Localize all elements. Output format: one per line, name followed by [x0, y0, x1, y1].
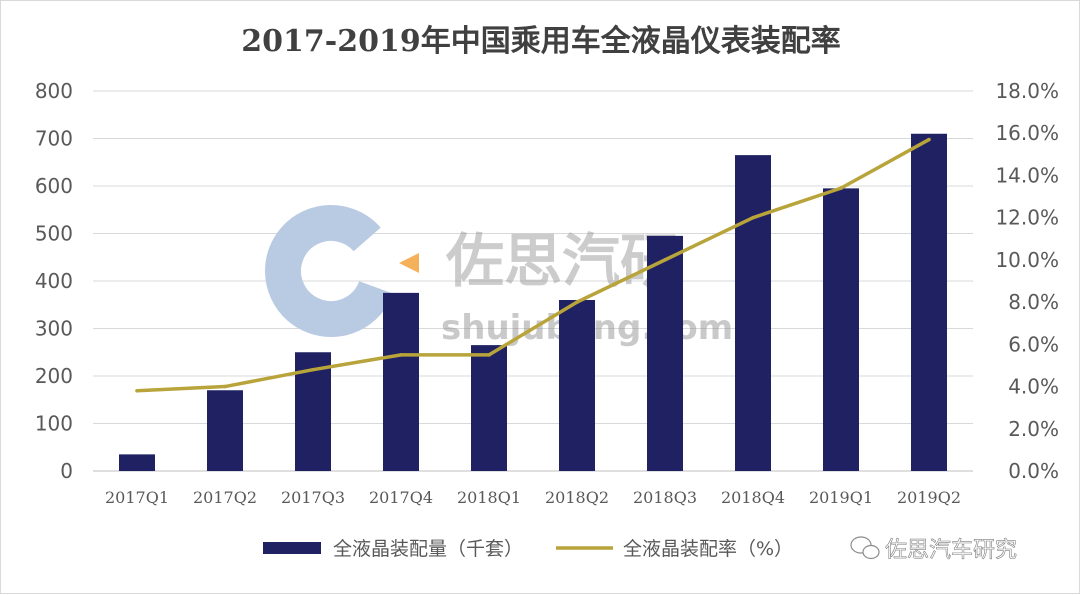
- line-point: [575, 300, 579, 304]
- line-point: [223, 384, 227, 389]
- line-point: [487, 353, 491, 357]
- chart-title: 2017-2019年中国乘用车全液晶仪表装配率: [241, 24, 840, 59]
- bar: [119, 454, 155, 471]
- wechat-icon: [850, 536, 880, 560]
- legend-bar-swatch: [263, 542, 321, 554]
- x-tick-label: 2017Q4: [369, 488, 433, 507]
- legend-line-label: 全液晶装配率（%）: [623, 538, 793, 560]
- watermark: 佐思汽研 shujubang.com: [265, 205, 733, 348]
- x-tick-label: 2019Q1: [809, 488, 873, 507]
- right-tick-label: 10.0%: [995, 248, 1059, 272]
- left-tick-label: 0: [60, 459, 73, 483]
- bar-series: [119, 133, 947, 471]
- right-tick-label: 8.0%: [1008, 290, 1059, 314]
- left-tick-label: 600: [35, 174, 73, 198]
- bar: [823, 188, 859, 471]
- watermark-logo-accent: [399, 253, 419, 273]
- x-tick-label: 2017Q3: [281, 488, 345, 507]
- line-point: [663, 258, 667, 262]
- right-tick-label: 2.0%: [1008, 417, 1059, 441]
- legend-bar-label: 全液晶装配量（千套）: [333, 538, 523, 560]
- x-tick-label: 2017Q1: [105, 488, 169, 507]
- brand-text: 佐思汽车研究: [885, 538, 1017, 563]
- legend: 全液晶装配量（千套） 全液晶装配率（%）: [263, 538, 793, 560]
- x-tick-label: 2019Q2: [897, 488, 961, 507]
- line-point: [311, 367, 315, 372]
- right-tick-label: 6.0%: [1008, 332, 1059, 356]
- left-axis-ticks: 0 100 200 300 400 500 600 700 800: [35, 79, 73, 483]
- x-tick-label: 2018Q4: [721, 488, 785, 507]
- bar: [471, 345, 507, 471]
- left-tick-label: 100: [35, 412, 73, 436]
- left-tick-label: 800: [35, 79, 73, 103]
- line-point: [135, 388, 139, 393]
- line-point: [751, 215, 755, 220]
- bar: [735, 155, 771, 471]
- x-tick-label: 2017Q2: [193, 488, 257, 507]
- left-tick-label: 500: [35, 222, 73, 246]
- line-series: [135, 137, 931, 393]
- bar: [911, 133, 947, 471]
- line-point: [839, 186, 843, 190]
- watermark-logo: [265, 205, 419, 337]
- right-tick-label: 12.0%: [995, 206, 1059, 230]
- rate-line: [136, 138, 930, 393]
- right-tick-label: 14.0%: [995, 163, 1059, 187]
- line-point: [399, 353, 403, 357]
- left-tick-label: 200: [35, 364, 73, 388]
- x-tick-label: 2018Q2: [545, 488, 609, 507]
- bar: [647, 235, 683, 471]
- watermark-logo-ring: [265, 205, 397, 337]
- left-tick-label: 400: [35, 269, 73, 293]
- right-tick-label: 0.0%: [1008, 459, 1059, 483]
- x-tick-label: 2018Q1: [457, 488, 521, 507]
- left-tick-label: 300: [35, 317, 73, 341]
- x-axis-ticks: 2017Q1 2017Q2 2017Q3 2017Q4 2018Q1 2018Q2 2018…: [105, 488, 961, 507]
- brand: 佐思汽车研究: [850, 536, 1017, 563]
- right-tick-label: 18.0%: [995, 79, 1059, 103]
- right-tick-label: 16.0%: [995, 121, 1059, 145]
- bar: [559, 300, 595, 471]
- x-tick-label: 2018Q3: [633, 488, 697, 507]
- right-axis-ticks: 0.0% 2.0% 4.0% 6.0% 8.0% 10.0% 12.0% 14.0% 16.0%…: [995, 79, 1059, 483]
- bar: [207, 390, 243, 471]
- watermark-text: 佐思汽研: [445, 227, 678, 295]
- bar: [383, 292, 419, 471]
- line-point: [927, 137, 931, 142]
- right-tick-label: 4.0%: [1008, 375, 1059, 399]
- left-tick-label: 700: [35, 127, 73, 151]
